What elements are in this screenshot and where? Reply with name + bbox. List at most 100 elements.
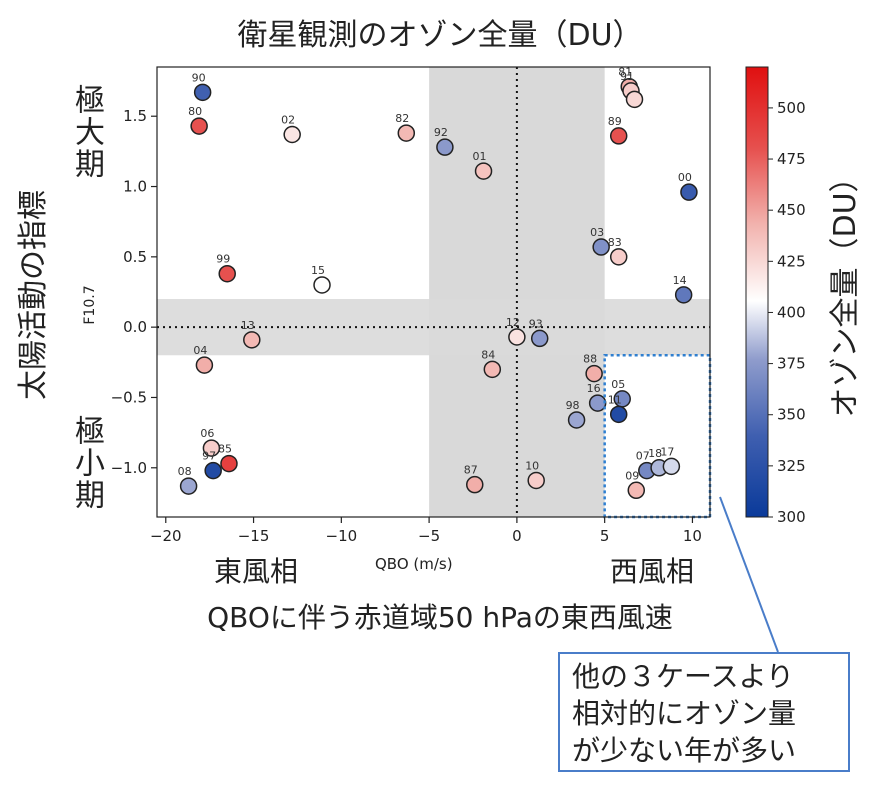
data-point-87: [466, 475, 484, 494]
point-label-03: 03: [590, 226, 604, 239]
point-label-82: 82: [395, 112, 409, 125]
y-axis-label-solar-min: 極小期: [69, 415, 104, 511]
point-label-93: 93: [529, 317, 543, 330]
data-point-16: [588, 394, 607, 412]
callout-line-1: 他の３ケースより: [572, 660, 795, 693]
data-point-98: [567, 411, 586, 429]
colorbar-tick-label: 450: [777, 201, 806, 219]
point-label-81: 81: [618, 66, 632, 79]
x-axis-small-label: QBO (m/s): [375, 555, 453, 573]
data-point-89: [609, 127, 628, 145]
colorbar-label-container: オゾン全量（DU）: [812, 60, 872, 520]
data-point-00: [680, 183, 698, 201]
data-point-85: [220, 454, 238, 473]
data-point-12: [508, 328, 526, 346]
point-label-91: 91: [620, 70, 634, 83]
callout-line-3: が少ない年が多い: [572, 734, 797, 767]
point-label-12: 12: [506, 316, 520, 329]
point-label-02: 02: [281, 114, 295, 127]
data-point-14: [674, 286, 693, 304]
y-tick-label: 1.5: [123, 107, 147, 125]
data-point-10: [527, 471, 545, 490]
colorbar-tick-label: 375: [777, 355, 806, 373]
y-tick-label: −1.0: [111, 459, 147, 477]
point-label-97: 97: [202, 450, 216, 463]
point-label-17: 17: [660, 445, 674, 458]
data-point-88: [585, 364, 603, 383]
colorbar-label: オゾン全量（DU）: [828, 162, 863, 418]
chart-title: 衛星観測のオゾン全量（DU）: [237, 18, 643, 53]
callout-connector: [719, 496, 779, 653]
data-point-09: [627, 481, 646, 500]
point-label-18: 18: [648, 447, 662, 460]
point-label-01: 01: [473, 150, 487, 163]
colorbar-gradient: [745, 66, 769, 518]
x-tick-label: 0: [512, 527, 522, 545]
y-tick-label: −0.5: [111, 388, 147, 406]
point-label-13: 13: [241, 319, 255, 332]
point-label-04: 04: [193, 344, 207, 357]
point-label-87: 87: [464, 464, 478, 477]
y-tick-label: 1.0: [123, 178, 147, 196]
point-label-08: 08: [178, 465, 192, 478]
colorbar-tick-label: 500: [777, 99, 806, 117]
point-label-16: 16: [587, 382, 601, 395]
data-point-83: [609, 248, 628, 266]
point-label-88: 88: [583, 353, 597, 366]
point-label-06: 06: [200, 427, 214, 440]
x-tick-label: −5: [418, 527, 440, 545]
data-point-17: [662, 457, 681, 476]
point-label-11: 11: [608, 393, 622, 406]
data-point-82: [397, 124, 416, 142]
qbo-neutral-band: [429, 67, 605, 517]
data-point-u8: [625, 90, 644, 109]
point-label-05: 05: [611, 378, 625, 391]
point-label-84: 84: [481, 348, 495, 361]
point-label-89: 89: [608, 115, 622, 128]
point-label-00: 00: [678, 171, 692, 184]
point-label-85: 85: [218, 443, 232, 456]
y-tick-label: 0.0: [123, 318, 147, 336]
x-axis-label-easterly: 東風相: [214, 555, 299, 588]
data-point-01: [474, 162, 493, 180]
x-tick-label: −20: [150, 527, 182, 545]
data-point-92: [436, 138, 454, 156]
point-label-15: 15: [311, 264, 325, 277]
point-label-83: 83: [608, 236, 622, 249]
point-label-10: 10: [525, 459, 539, 472]
data-point-03: [592, 238, 610, 256]
colorbar-tick-label: 475: [777, 150, 806, 168]
colorbar-tick-label: 325: [777, 457, 806, 475]
point-label-09: 09: [625, 469, 639, 482]
x-axis-label-westerly: 西風相: [610, 555, 695, 588]
y-tick-label: 0.5: [123, 248, 147, 266]
callout-line-2: 相対的にオゾン量: [572, 697, 797, 730]
data-point-97: [204, 461, 222, 480]
y-axis-label-solar-max: 極大期: [69, 84, 104, 180]
data-point-99: [218, 264, 236, 283]
point-label-80: 80: [188, 105, 202, 118]
point-label-92: 92: [434, 126, 448, 139]
colorbar-tick-label: 300: [777, 508, 806, 526]
data-point-80: [190, 117, 208, 135]
data-point-15: [313, 276, 331, 294]
data-point-93: [530, 329, 549, 348]
colorbar: 300 325 350 375 400 425 450 475 500: [745, 66, 806, 526]
data-point-04: [195, 356, 214, 374]
data-point-06: [202, 439, 221, 457]
data-point-08: [179, 477, 198, 495]
colorbar-tick-label: 400: [777, 303, 806, 321]
x-axis-label: QBOに伴う赤道域50 hPaの東西風速: [207, 601, 673, 634]
x-tick-label: 5: [600, 527, 610, 545]
data-point-02: [283, 125, 301, 144]
data-point-90: [193, 83, 212, 102]
x-tick-label: −15: [238, 527, 270, 545]
point-label-07: 07: [636, 450, 650, 463]
data-point-11: [609, 405, 628, 424]
point-label-98: 98: [566, 399, 580, 412]
x-tick-label: 10: [683, 527, 702, 545]
data-point-84: [483, 360, 502, 379]
point-label-14: 14: [673, 274, 687, 287]
